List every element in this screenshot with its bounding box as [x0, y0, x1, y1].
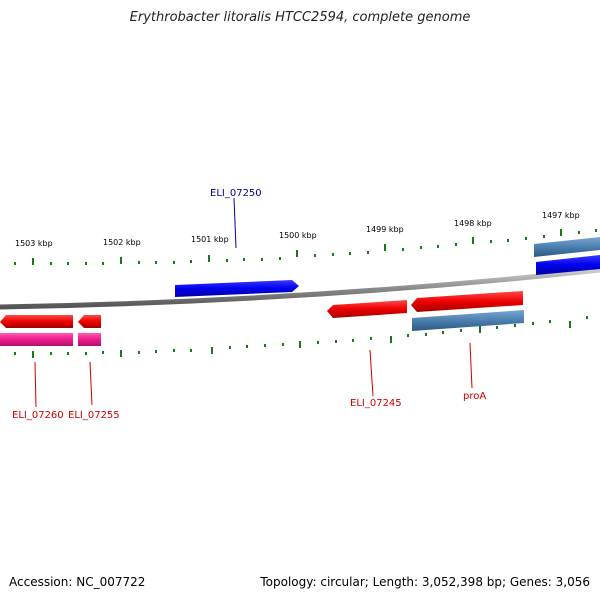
gene-pink-left[interactable]	[0, 333, 73, 346]
tick-label-1497: 1497 kbp	[542, 211, 580, 220]
tick-label-1503: 1503 kbp	[15, 239, 53, 248]
leader-proa	[469, 342, 473, 389]
gene-steelblue-proa[interactable]	[412, 310, 524, 331]
label-proa[interactable]: proA	[463, 391, 486, 402]
gene-steelblue-right-edge[interactable]	[534, 237, 600, 257]
gene-eli-07250[interactable]	[175, 280, 299, 297]
footer-stats: Topology: circular; Length: 3,052,398 bp…	[260, 575, 590, 589]
page-title: Erythrobacter litoralis HTCC2594, comple…	[129, 10, 471, 25]
gene-proa[interactable]	[411, 291, 523, 312]
gene-pink-small[interactable]	[78, 333, 101, 346]
upper-tick-row	[14, 229, 597, 265]
label-eli-07250[interactable]: ELI_07250	[210, 188, 262, 199]
footer-accession: Accession: NC_007722	[9, 575, 146, 589]
leader-eli-07250	[233, 197, 237, 249]
tick-label-1498: 1498 kbp	[454, 219, 492, 228]
gene-eli-07260[interactable]	[0, 315, 73, 328]
tick-label-1500: 1500 kbp	[279, 231, 317, 240]
leader-eli-07245	[369, 349, 374, 397]
leader-eli-07260	[34, 361, 37, 408]
label-eli-07245[interactable]: ELI_07245	[350, 398, 402, 409]
tick-label-1501: 1501 kbp	[191, 235, 229, 244]
tick-label-1499: 1499 kbp	[366, 225, 404, 234]
lower-tick-row	[14, 316, 588, 358]
gene-eli-07255[interactable]	[78, 315, 101, 328]
tick-label-1502: 1502 kbp	[103, 238, 141, 247]
label-eli-07255[interactable]: ELI_07255	[68, 410, 120, 421]
genome-backbone	[0, 267, 600, 310]
leader-eli-07255	[89, 361, 93, 406]
gene-eli-07245[interactable]	[327, 300, 407, 318]
gene-blue-right-edge[interactable]	[536, 255, 600, 275]
label-eli-07260[interactable]: ELI_07260	[12, 410, 64, 421]
